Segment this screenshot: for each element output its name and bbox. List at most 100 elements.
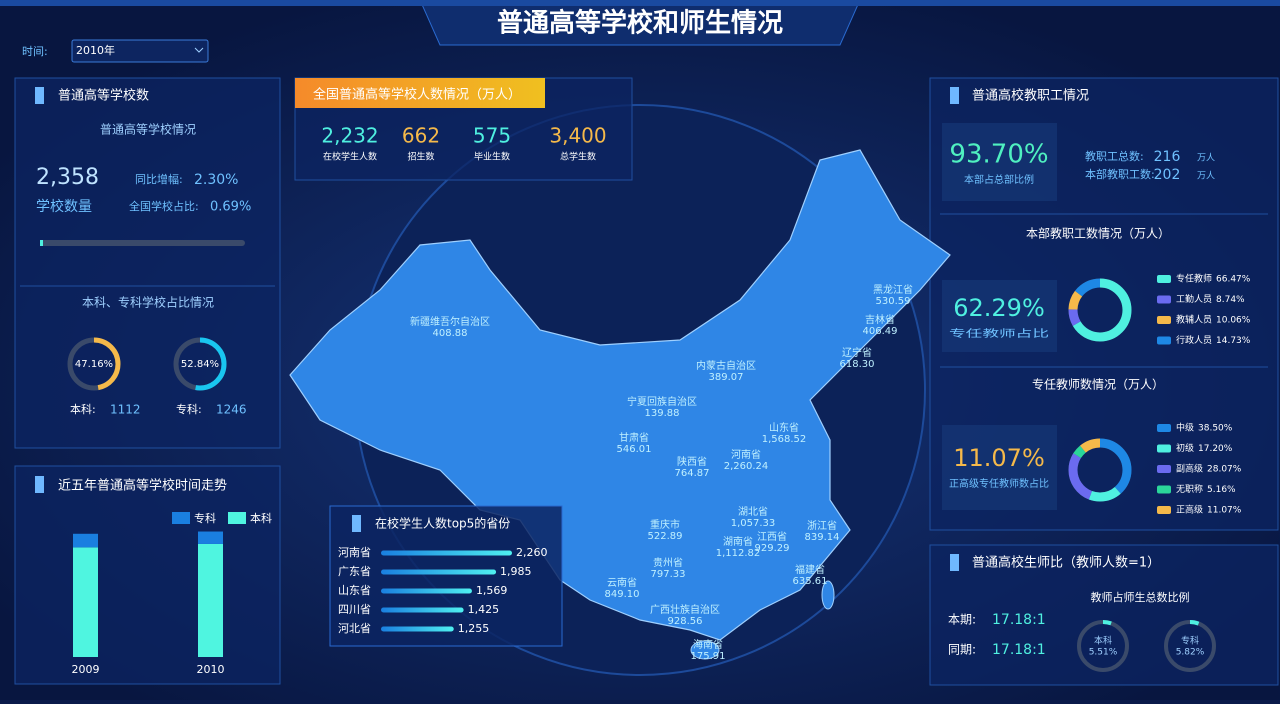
- label: 3,400: [549, 124, 606, 148]
- label: 教师占师生总数比例: [1091, 590, 1190, 604]
- bar: [381, 626, 454, 632]
- label: 湖南省: [723, 535, 753, 548]
- label: 宁夏回族自治区: [627, 395, 697, 408]
- label: 四川省: [338, 603, 371, 616]
- label: 中级: [1176, 422, 1194, 434]
- label: 139.88: [645, 408, 680, 419]
- top5-panel: [329, 505, 563, 647]
- label: 万人: [1197, 171, 1215, 182]
- label: 普通高校生师比（教师人数=1）: [972, 555, 1160, 571]
- label: 新疆维吾尔自治区: [410, 315, 490, 328]
- label: 2010: [197, 663, 225, 676]
- icon: [950, 554, 959, 571]
- title-icons: [35, 87, 959, 571]
- label: 408.88: [433, 328, 468, 339]
- label: 11.07%: [1207, 506, 1242, 516]
- bar: [73, 533, 98, 548]
- legend-swatch: [1157, 275, 1171, 283]
- label: 工勤人员: [1176, 293, 1212, 305]
- label: 正高级: [1176, 504, 1203, 516]
- map-island: [821, 580, 835, 610]
- label: 广东省: [338, 565, 371, 578]
- stat-box: [942, 425, 1057, 510]
- label: 山东省: [338, 584, 371, 597]
- label: 本部占总部比例: [964, 173, 1034, 186]
- label: 52.84%: [181, 359, 219, 370]
- label: 万人: [1197, 153, 1215, 164]
- label: 5.51%: [1089, 648, 1118, 658]
- label: 62.29%: [953, 294, 1045, 322]
- label: 522.89: [648, 531, 683, 542]
- legend-swatch: [1157, 316, 1171, 324]
- label: 28.07%: [1207, 465, 1242, 475]
- legend-swatch: [228, 512, 246, 524]
- icon: [950, 87, 959, 104]
- label: 本科:: [70, 402, 96, 416]
- label: 本科: [250, 511, 272, 525]
- legend-swatch: [1157, 336, 1171, 345]
- label: 17.18:1: [992, 642, 1046, 658]
- panel: [14, 465, 281, 685]
- label: 2.30%: [194, 172, 238, 188]
- legend-swatch: [1157, 506, 1171, 514]
- donut-segment: [1077, 620, 1129, 672]
- label: 1246: [216, 403, 247, 417]
- top-bar: [0, 0, 1280, 6]
- label: 招生数: [407, 151, 434, 163]
- label: 普通高校教职工情况: [972, 88, 1089, 104]
- label: 764.87: [675, 468, 710, 479]
- label: 2,232: [321, 124, 378, 148]
- label: 17.18:1: [992, 612, 1046, 628]
- label: 216: [1154, 149, 1181, 165]
- label: 2,260: [516, 546, 548, 559]
- label: 专科: [1181, 635, 1199, 647]
- label: 广西壮族自治区: [650, 603, 720, 616]
- label: 本期:: [948, 613, 976, 627]
- label: 专任教师数情况（万人）: [1032, 377, 1164, 392]
- legend-swatch: [1157, 465, 1171, 473]
- label: 1,255: [458, 622, 490, 635]
- label: 专科:: [176, 402, 202, 416]
- label: 10.06%: [1216, 316, 1251, 326]
- label: 14.73%: [1216, 336, 1251, 346]
- label: 河南省: [731, 448, 761, 461]
- label: 河北省: [338, 622, 371, 635]
- label: 普通高等学校情况: [100, 122, 196, 137]
- progress-track: [40, 240, 245, 246]
- select-arrow: [194, 47, 204, 53]
- donut-segment: [1068, 278, 1132, 342]
- bar: [381, 607, 464, 613]
- label: 黑龙江省: [873, 283, 913, 296]
- donut-segment: [1068, 278, 1132, 342]
- page-title: 普通高等学校和师生情况: [497, 8, 783, 39]
- label: 全国普通高等学校人数情况（万人）: [313, 87, 521, 103]
- bar: [198, 543, 223, 657]
- label: 总学生数: [560, 151, 596, 163]
- label: 11.07%: [953, 444, 1045, 472]
- label: 5.82%: [1176, 648, 1205, 658]
- label: 贵州省: [653, 556, 683, 569]
- bar: [381, 550, 512, 556]
- label: 1,112.82: [716, 548, 761, 559]
- legend-swatch: [1157, 295, 1171, 304]
- label: 行政人员: [1176, 334, 1212, 346]
- label: 202: [1154, 167, 1181, 183]
- icon: [35, 476, 44, 493]
- label: 云南省: [607, 576, 637, 589]
- label: 辽宁省: [842, 346, 872, 359]
- donut-segment: [1068, 438, 1132, 502]
- legend-swatch: [1157, 485, 1171, 494]
- label: 近五年普通高等学校时间走势: [58, 478, 227, 494]
- label: 山东省: [769, 421, 799, 434]
- label: 海南省: [693, 638, 723, 651]
- label: 839.14: [805, 532, 840, 543]
- label: 47.16%: [75, 359, 113, 370]
- bar: [73, 547, 98, 657]
- label: 本部教职工数:: [1085, 167, 1155, 181]
- label: 389.07: [709, 372, 744, 383]
- label: 2,260.24: [724, 461, 769, 472]
- donut-segment: [173, 337, 227, 391]
- label: 学校数量: [36, 198, 92, 215]
- select[interactable]: [71, 39, 209, 63]
- label: 湖北省: [738, 505, 768, 518]
